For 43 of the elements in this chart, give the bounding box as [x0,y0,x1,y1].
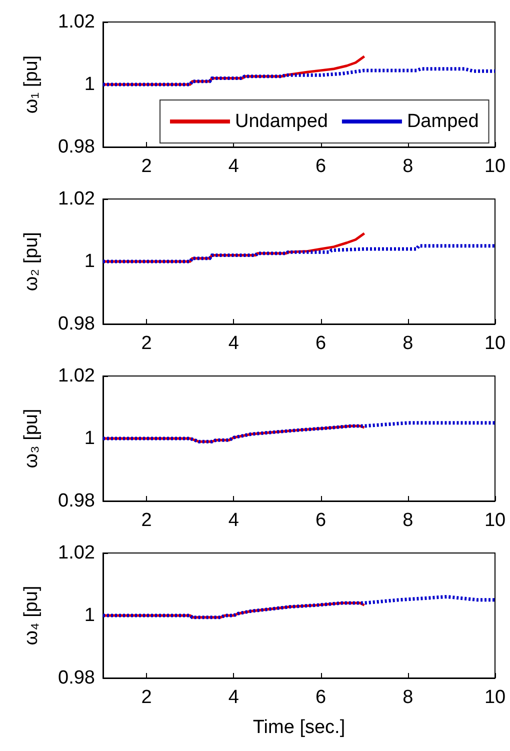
y-tick-label: 1 [84,605,95,626]
y-tick-label: 1.02 [58,12,95,32]
line-series [101,595,497,620]
y-tick-label: 1 [84,74,95,95]
x-tick-label: 2 [141,510,152,531]
x-tick-label: 8 [402,156,414,177]
x-tick-label: 2 [141,156,152,177]
y-tick-label: 0.98 [58,490,95,512]
y-tick-label: 1.02 [58,542,95,564]
y-axis-title: ω₂ [pu] [21,232,42,292]
x-tick-label: 6 [315,510,326,531]
x-tick-label: 8 [402,510,414,531]
x-tick-label: 6 [315,687,326,708]
x-tick-label: 6 [315,333,326,354]
x-tick-label: 10 [484,510,506,531]
y-axis-title: ω₃ [pu] [21,408,42,468]
y-tick-label: 1.02 [58,188,95,210]
x-tick-label: 4 [228,333,240,354]
x-tick-label: 4 [228,510,240,531]
y-axis-title: ω₄ [pu] [21,586,42,646]
x-tick-label: 10 [484,333,506,354]
legend-label: Damped [406,111,479,132]
y-tick-label: 0.98 [58,668,95,688]
y-tick-label: 1.02 [58,366,95,386]
x-tick-label: 6 [315,156,326,177]
x-tick-label: 10 [484,687,506,708]
x-tick-label: 4 [228,156,240,177]
y-tick-label: 0.98 [58,314,95,334]
x-tick-label: 2 [141,687,152,708]
x-tick-label: 2 [141,333,152,354]
y-axis-title: ω₁ [pu] [21,55,42,114]
y-tick-label: 0.98 [58,136,95,158]
line-series [101,244,497,264]
legend-label: Undamped [235,111,328,132]
y-tick-label: 1 [84,428,95,449]
y-tick-label: 1 [84,251,95,272]
x-tick-label: 10 [484,156,506,177]
x-tick-label: 8 [402,333,414,354]
x-tick-label: 8 [402,687,414,708]
line-series [101,421,497,444]
line-series [101,67,497,86]
x-tick-label: 4 [228,687,240,708]
x-axis-title: Time [sec.] [252,717,346,738]
